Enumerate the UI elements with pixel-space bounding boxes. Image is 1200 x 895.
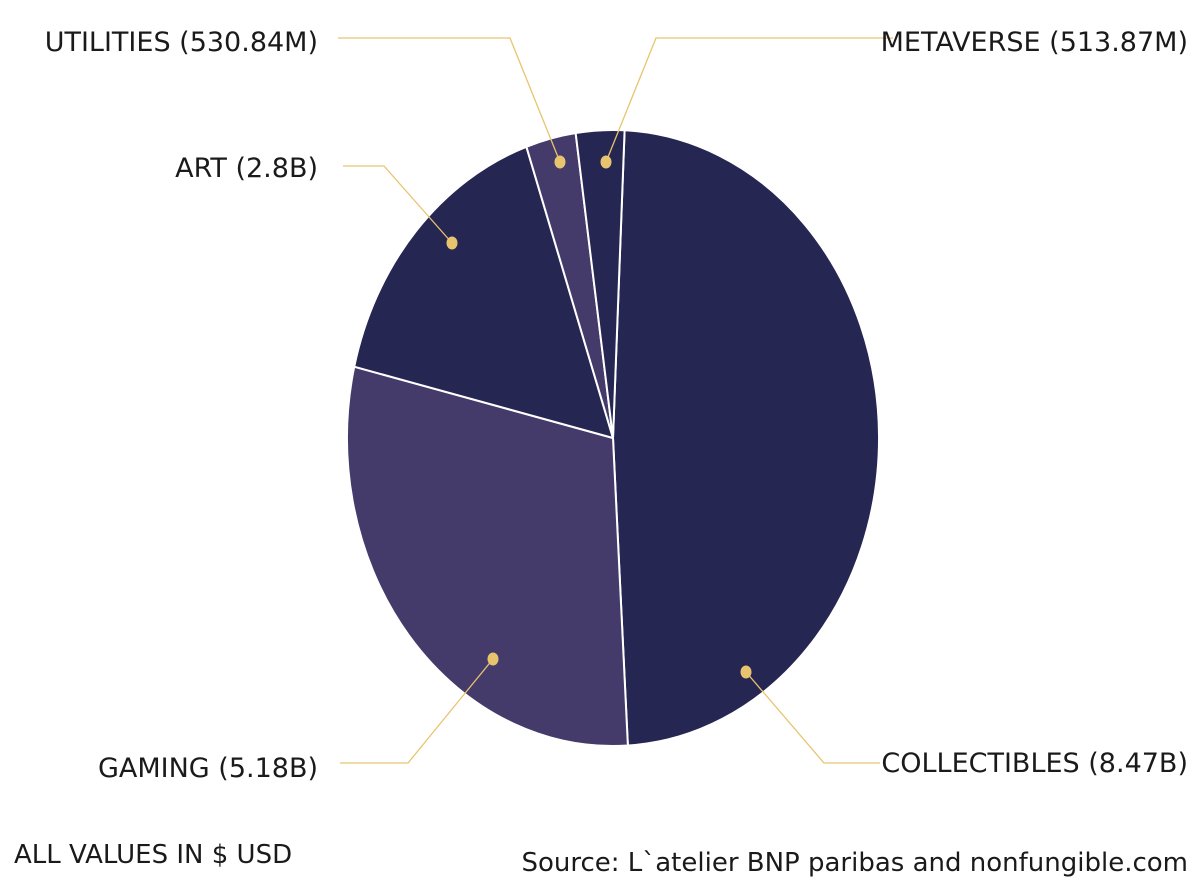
leader-line-metaverse (605, 37, 893, 163)
leader-line-collectibles (745, 671, 880, 764)
slice-labels: COLLECTIBLES (8.47B) GAMING (5.18B) ART (2… (45, 27, 1188, 784)
leader-line-gaming (340, 658, 494, 764)
leader-line-art (343, 165, 453, 244)
source-note: Source: L`atelier BNP paribas and nonfun… (521, 848, 1188, 878)
pie-slices (346, 128, 881, 747)
pie-slice-gaming (346, 365, 629, 747)
label-dot-gaming (487, 652, 499, 666)
leader-lines (338, 37, 893, 764)
label-dot-collectibles (740, 665, 752, 679)
pie-slice-collectibles (612, 129, 881, 747)
label-dot-utilities (554, 155, 566, 169)
pie-slice-art (353, 145, 614, 439)
pie-slice-metaverse (574, 128, 626, 439)
slice-label-art: ART (2.8B) (175, 153, 318, 184)
units-note: ALL VALUES IN $ USD (14, 840, 293, 870)
slice-label-collectibles: COLLECTIBLES (8.47B) (881, 748, 1188, 779)
label-dot-art (446, 236, 458, 250)
slice-label-metaverse: METAVERSE (513.87M) (881, 27, 1188, 58)
label-dot-metaverse (600, 155, 612, 169)
leader-line-utilities (338, 37, 561, 163)
slice-label-gaming: GAMING (5.18B) (98, 753, 318, 784)
slice-label-utilities: UTILITIES (530.84M) (45, 27, 318, 58)
